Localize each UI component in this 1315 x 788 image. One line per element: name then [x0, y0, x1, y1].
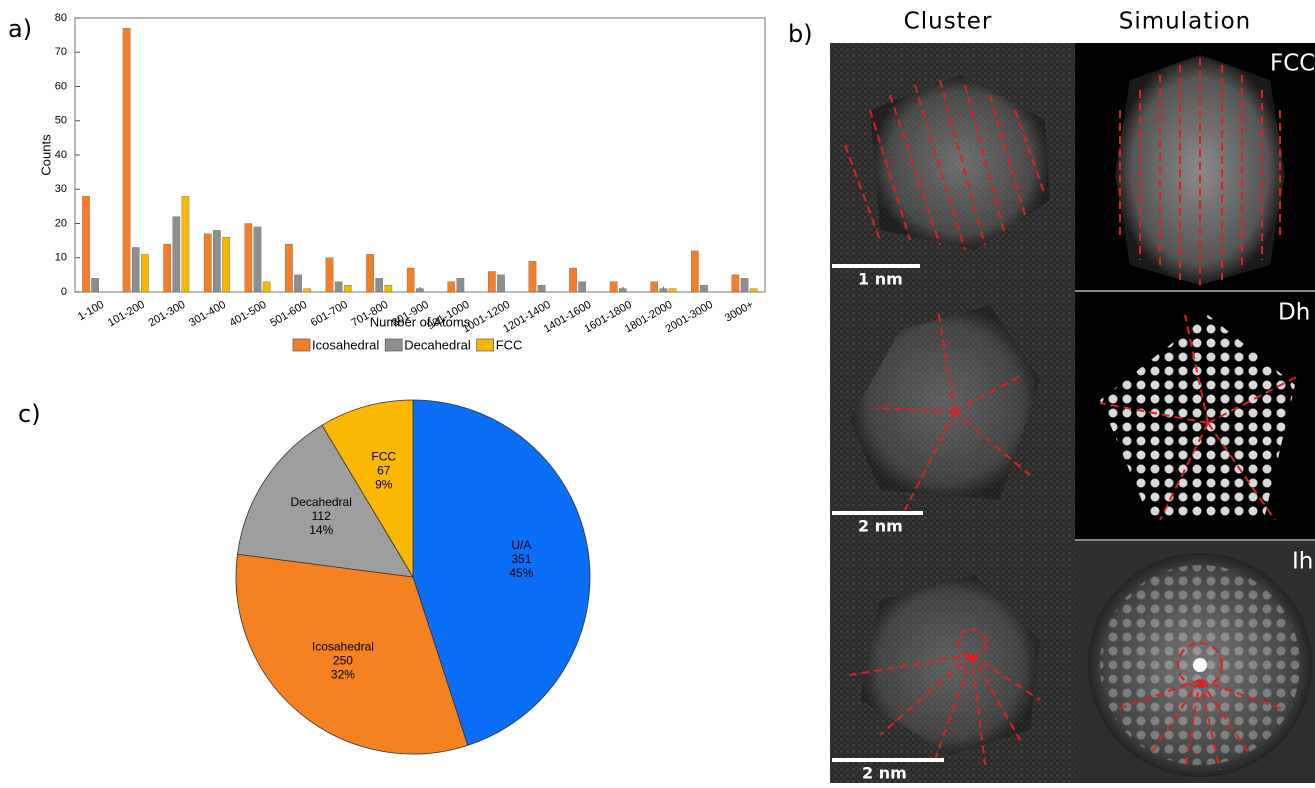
bar [82, 195, 90, 293]
y-axis-label: Counts [38, 134, 53, 176]
x-tick-label: 3000+ [723, 299, 756, 325]
panel-label: a) [8, 15, 32, 43]
x-tick-label: 401-500 [228, 299, 269, 330]
bar [749, 288, 758, 293]
slice-percent: 14% [309, 523, 333, 537]
legend-swatch [476, 338, 495, 352]
bar [537, 284, 546, 293]
legend-swatch [292, 338, 311, 352]
bar [343, 284, 352, 293]
bar [203, 233, 212, 293]
legend-label: Decahedral [404, 337, 471, 352]
bar [262, 281, 271, 293]
slice-percent: 9% [375, 477, 393, 491]
bar [163, 243, 171, 293]
y-tick-label: 30 [55, 183, 67, 195]
bar [91, 278, 99, 293]
bar [690, 250, 699, 293]
plots: 0 10 20 30 40 50 60 70 80 1-100 101-200 201-300 301-… [38, 12, 766, 755]
legend-swatch [384, 338, 403, 352]
bar [334, 281, 343, 293]
panel-label: b) [788, 20, 813, 48]
slice-value: 351 [511, 552, 531, 566]
structure-label: FCC [1270, 51, 1315, 77]
bar [222, 237, 230, 293]
bar [253, 226, 262, 293]
y-tick-label: 70 [55, 46, 67, 58]
slice-value: 67 [377, 463, 391, 477]
bar [618, 288, 627, 293]
bar [294, 274, 302, 293]
x-tick-label: 1-100 [76, 299, 106, 323]
structure-label: Ih [1292, 549, 1313, 575]
bar [488, 271, 496, 293]
bar [447, 281, 456, 293]
bar [244, 223, 253, 293]
slice-label: Decahedral [291, 495, 352, 509]
bar [659, 288, 668, 293]
slice-label: FCC [371, 449, 396, 463]
bar [700, 284, 708, 293]
x-tick-label: 101-200 [106, 299, 147, 330]
bar [406, 267, 415, 293]
legend-label: Icosahedral [312, 337, 379, 352]
bar [384, 284, 393, 293]
scale-bar-label: 1 nm [858, 270, 903, 289]
bar [122, 28, 131, 293]
column-title: Cluster [904, 9, 993, 35]
bar [609, 281, 618, 293]
bar [285, 243, 293, 293]
bar [375, 278, 384, 293]
y-tick-label: 0 [61, 286, 67, 298]
pie-slice [237, 424, 414, 578]
y-tick-label: 60 [55, 80, 67, 92]
x-tick-label: 601-700 [309, 299, 350, 330]
slice-percent: 32% [331, 668, 355, 682]
x-axis-label: Number of Atoms [370, 314, 471, 329]
slice-value: 250 [333, 654, 353, 668]
pie-slice [321, 399, 414, 579]
bar [731, 274, 740, 293]
y-tick-label: 50 [55, 115, 67, 127]
pie-slice [412, 399, 591, 746]
micrographs: 1 nm 2 nm 2 nm FCC Dh Ih [830, 43, 1315, 783]
bar [497, 274, 505, 293]
bar [213, 230, 221, 293]
slice-label: U/A [511, 538, 531, 552]
bar [456, 278, 465, 293]
bar [181, 195, 190, 293]
bar [650, 281, 659, 293]
bar [578, 281, 586, 293]
y-tick-label: 20 [55, 217, 67, 229]
x-tick-label: 301-400 [187, 299, 228, 330]
structure-label: Dh [1278, 300, 1310, 326]
y-tick-label: 80 [55, 12, 67, 24]
bar [740, 278, 749, 293]
bar [303, 288, 311, 293]
y-tick-label: 40 [55, 149, 67, 161]
bar [141, 254, 149, 293]
slice-value: 112 [312, 509, 331, 523]
bar [325, 257, 334, 293]
bar [416, 288, 424, 293]
bar [668, 288, 677, 293]
bar [528, 261, 537, 293]
scale-bar-label: 2 nm [858, 517, 903, 536]
bar [569, 267, 577, 293]
scale-bar-label: 2 nm [862, 764, 907, 783]
column-title: Simulation [1119, 9, 1252, 35]
x-tick-label: 201-300 [146, 299, 187, 330]
bar [172, 216, 181, 293]
bar [131, 247, 140, 293]
bar [366, 254, 374, 293]
x-tick-label: 501-600 [268, 299, 309, 330]
y-tick-label: 10 [55, 252, 67, 264]
slice-label: Icosahedral [312, 640, 374, 654]
pie-slice [235, 553, 469, 755]
panel-label: c) [18, 400, 41, 428]
legend-label: FCC [496, 337, 523, 352]
slice-percent: 45% [509, 566, 533, 580]
